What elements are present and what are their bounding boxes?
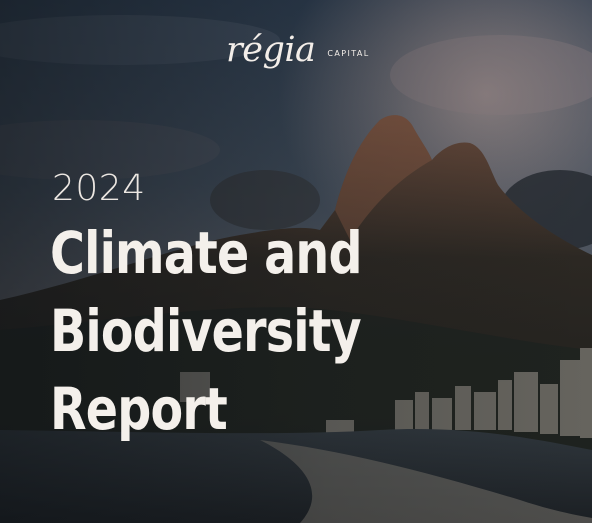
title-line: Biodiversity <box>50 297 362 365</box>
report-title: Climate and Biodiversity Report <box>50 214 363 448</box>
title-line: Climate and <box>50 219 363 287</box>
title-line: Report <box>50 375 228 443</box>
brand-wordmark: régia <box>226 30 316 70</box>
report-year: 2024 <box>52 168 146 209</box>
brand-logo: régia CAPITAL <box>226 30 370 70</box>
brand-subtitle: CAPITAL <box>327 49 370 58</box>
